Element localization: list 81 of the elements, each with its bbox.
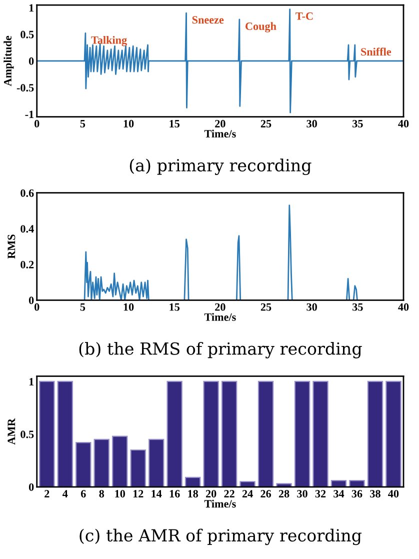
x-tick-label: 24 [242, 490, 253, 498]
annotation: T-C [296, 12, 313, 20]
x-tick-label: 25 [260, 120, 272, 128]
x-tick-label: 16 [170, 490, 180, 498]
x-tick-label: 32 [315, 490, 326, 498]
x-tick-label: 35 [352, 120, 363, 128]
bar [130, 449, 146, 487]
x-tick-label: 20 [215, 120, 226, 128]
text: (c) the AMR of primary recording [80, 528, 362, 546]
x-tick-label: 2 [44, 490, 50, 498]
text: (b) the RMS of primary recording [79, 342, 362, 358]
x-tick-label: 30 [297, 490, 308, 498]
x-tick-label: 28 [278, 490, 290, 498]
text: (a) primary recording [130, 158, 312, 176]
x-tick-label: 40 [398, 120, 409, 128]
annotation: Sniffle [361, 48, 392, 56]
y-tick-label: 0.6 [20, 189, 34, 197]
x-tick-label: 20 [215, 303, 226, 311]
bar [148, 438, 164, 487]
y-tick-label: 0 [28, 57, 34, 65]
bar [39, 380, 55, 487]
x-tick-label: 5 [80, 120, 86, 128]
x-tick-label: 6 [80, 490, 86, 498]
x-tick-label: 0 [34, 303, 40, 311]
y-tick-label: 0 [28, 296, 34, 304]
x-tick-label: 30 [306, 303, 317, 311]
x-tick-label: 4 [62, 490, 68, 498]
bar [221, 380, 238, 487]
x-tick-label: 38 [370, 490, 380, 498]
y-tick-label: 0.5 [20, 30, 34, 38]
bar [57, 380, 73, 487]
x-tick-label: 10 [124, 120, 134, 128]
x-axis-title: Time/s [204, 313, 236, 321]
x-tick-label: 18 [188, 490, 198, 498]
annotation: Cough [246, 22, 276, 32]
x-tick-label: 15 [170, 303, 180, 311]
x-tick-label: 14 [152, 490, 162, 498]
x-tick-label: 36 [352, 490, 362, 498]
y-tick-label: -0.5 [16, 84, 34, 92]
y-tick-label: 1 [29, 378, 34, 386]
bar [112, 436, 128, 487]
x-tick-label: 15 [170, 120, 180, 128]
annotation: Sneeze [192, 16, 224, 24]
y-axis-title: AMR [8, 418, 16, 445]
x-tick-label: 22 [224, 490, 234, 498]
bar [294, 380, 310, 487]
x-axis-title: Time/s [204, 130, 236, 138]
x-tick-label: 25 [260, 303, 272, 311]
bar [166, 380, 182, 487]
x-tick-label: 10 [124, 303, 134, 311]
y-tick-label: 0.4 [20, 225, 34, 233]
y-axis-title: RMS [8, 234, 16, 259]
x-tick-label: 40 [398, 303, 409, 311]
y-tick-label: 0 [28, 483, 34, 491]
y-axis-title: Amplitude [4, 36, 14, 86]
annotation: Talking [91, 36, 127, 46]
x-tick-label: 40 [388, 490, 399, 498]
x-tick-label: 8 [99, 490, 104, 498]
x-tick-label: 5 [80, 303, 86, 311]
y-tick-label: 0.5 [20, 430, 34, 438]
x-tick-label: 35 [352, 303, 363, 311]
bar [386, 380, 402, 487]
bar [349, 480, 365, 487]
y-tick-label: 0.2 [20, 260, 34, 268]
line-series [36, 8, 404, 114]
x-tick-label: 30 [306, 120, 317, 128]
y-tick-label: -1 [25, 110, 34, 118]
bar [203, 380, 219, 487]
x-tick-label: 20 [206, 490, 216, 498]
bar [94, 438, 110, 487]
bar [76, 442, 92, 487]
x-tick-label: 10 [115, 490, 125, 498]
x-tick-label: 26 [260, 490, 272, 498]
x-tick-label: 34 [334, 490, 344, 498]
x-tick-label: 0 [34, 120, 40, 128]
x-axis-title: Time/s [204, 500, 236, 508]
bar [367, 380, 384, 487]
x-tick-label: 12 [133, 490, 144, 498]
y-tick-label: 1 [29, 4, 34, 12]
bar [258, 380, 274, 487]
bar [312, 380, 328, 487]
